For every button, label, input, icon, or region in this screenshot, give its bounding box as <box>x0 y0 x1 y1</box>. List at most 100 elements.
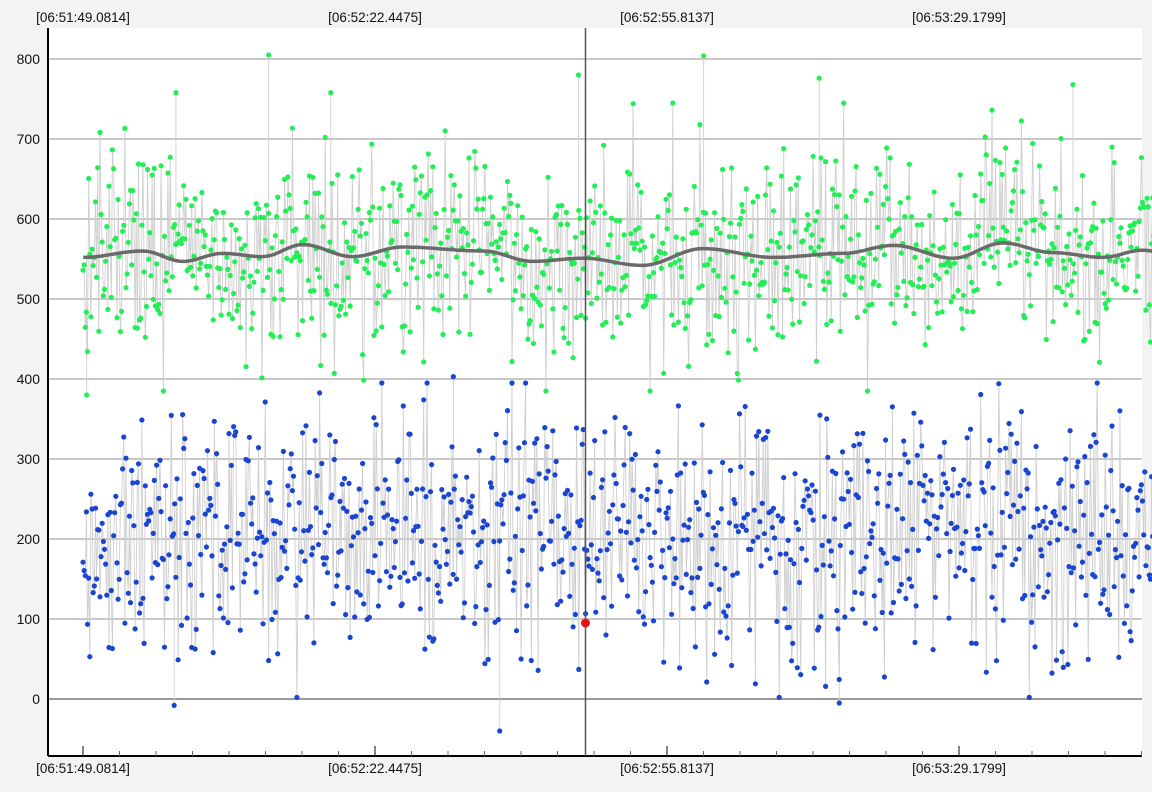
green-point <box>955 287 961 294</box>
green-point <box>1093 225 1099 231</box>
blue-point <box>552 472 558 478</box>
green-point <box>798 273 804 279</box>
blue-point <box>1009 562 1016 568</box>
green-point <box>451 182 457 188</box>
green-point <box>423 237 429 243</box>
blue-point <box>486 582 492 589</box>
blue-point <box>528 657 534 664</box>
green-point <box>435 307 441 313</box>
green-point <box>198 260 204 266</box>
green-point <box>108 294 114 300</box>
green-point <box>1023 220 1029 226</box>
blue-point <box>438 598 444 604</box>
green-point <box>113 235 119 241</box>
blue-point <box>720 459 726 466</box>
green-point <box>86 175 92 182</box>
green-point <box>438 240 444 246</box>
blue-point <box>782 606 788 612</box>
green-point <box>838 258 845 264</box>
y-tick-label-200: 200 <box>17 531 41 547</box>
blue-point <box>812 488 819 494</box>
blue-point <box>1081 512 1087 518</box>
blue-point <box>403 515 409 521</box>
green-point <box>868 190 874 196</box>
green-point <box>1102 301 1108 307</box>
blue-point <box>286 502 292 508</box>
green-point <box>349 174 355 180</box>
blue-point <box>353 513 359 519</box>
green-point <box>461 271 468 277</box>
green-point <box>567 249 573 256</box>
green-point <box>1058 136 1064 142</box>
green-point <box>297 258 303 264</box>
selected-point-marker[interactable] <box>580 618 590 628</box>
cursor-layer[interactable] <box>580 28 590 756</box>
blue-point <box>638 493 644 499</box>
green-point <box>1055 224 1061 230</box>
green-point <box>134 325 140 331</box>
blue-point <box>1135 507 1141 513</box>
blue-point <box>547 538 554 544</box>
green-point <box>869 301 875 307</box>
blue-point <box>864 458 871 464</box>
green-point <box>926 325 932 331</box>
blue-point <box>1085 656 1091 663</box>
blue-point <box>251 551 257 557</box>
green-point <box>630 101 636 107</box>
green-point <box>638 189 644 195</box>
green-point <box>412 164 418 170</box>
blue-point <box>509 380 515 386</box>
green-point <box>776 244 782 250</box>
green-point <box>377 205 383 211</box>
green-point <box>275 194 281 200</box>
blue-point <box>455 517 461 523</box>
blue-point <box>626 519 632 525</box>
blue-point <box>624 593 631 599</box>
blue-point <box>1141 532 1147 538</box>
green-point <box>166 288 172 294</box>
green-point <box>861 262 867 268</box>
blue-point <box>992 606 999 612</box>
blue-point <box>850 606 856 612</box>
green-point <box>235 302 241 308</box>
green-point <box>361 377 367 383</box>
green-point <box>789 296 795 302</box>
blue-point <box>87 654 93 660</box>
blue-point <box>981 489 987 495</box>
green-point <box>666 192 673 198</box>
green-point <box>345 275 351 281</box>
blue-point <box>708 581 714 588</box>
green-point <box>914 222 920 228</box>
blue-point <box>1107 611 1113 618</box>
green-point <box>655 214 661 220</box>
green-point <box>262 237 268 244</box>
green-point <box>270 333 276 339</box>
blue-point <box>627 431 633 437</box>
blue-point <box>138 601 144 607</box>
green-point <box>149 172 155 178</box>
series-green-trace <box>82 102 1152 392</box>
green-point <box>424 192 430 198</box>
green-point <box>395 267 401 273</box>
green-point <box>1075 309 1081 315</box>
blue-point <box>834 608 840 614</box>
blue-point <box>245 458 251 464</box>
green-point <box>560 325 566 331</box>
blue-point <box>184 615 190 621</box>
blue-point <box>922 472 928 479</box>
blue-point <box>944 531 950 537</box>
green-point <box>201 244 207 250</box>
blue-point <box>185 519 191 526</box>
green-point <box>286 192 292 198</box>
blue-point <box>249 521 255 527</box>
blue-point <box>909 583 915 590</box>
green-point <box>1132 220 1138 226</box>
blue-point <box>431 636 437 642</box>
blue-point <box>518 656 524 662</box>
blue-point <box>176 554 182 561</box>
blue-point <box>317 390 323 396</box>
green-point <box>99 239 105 245</box>
green-point <box>1041 225 1047 231</box>
green-point <box>261 214 267 221</box>
